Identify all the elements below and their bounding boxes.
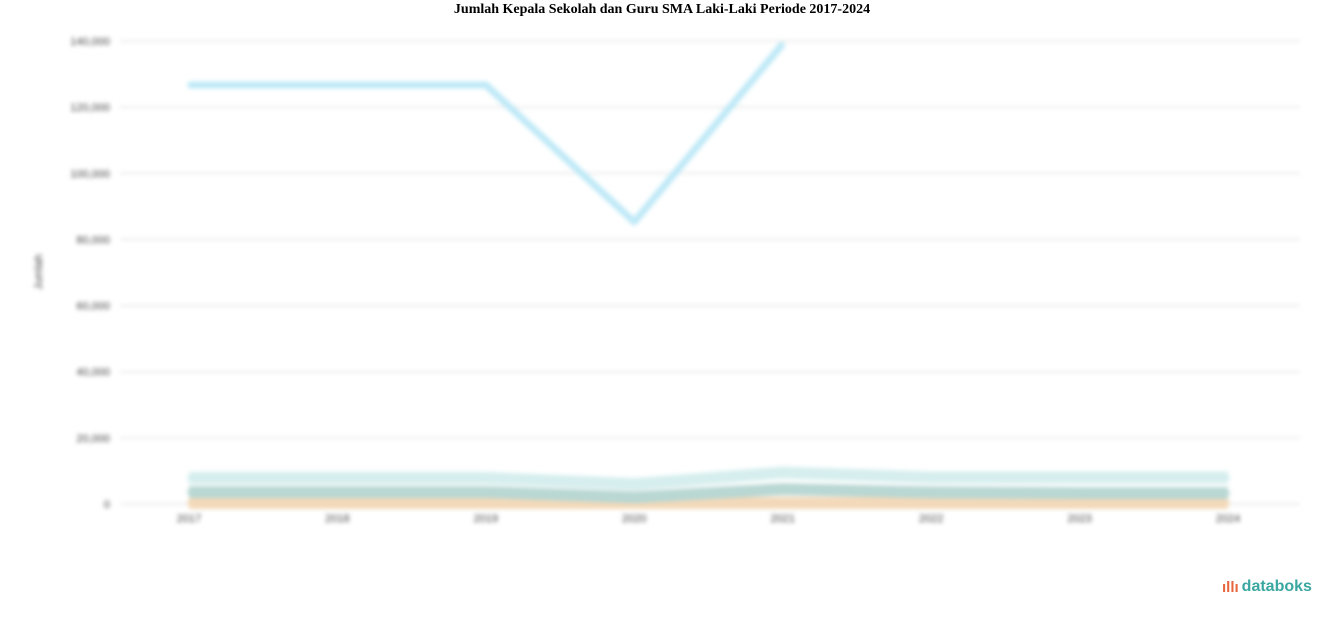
y-tick-label: 140,000 [70, 36, 110, 48]
y-tick-label: 120,000 [70, 102, 110, 114]
data-point [1077, 491, 1082, 496]
y-tick-label: 20,000 [76, 433, 110, 445]
data-point [483, 490, 488, 495]
data-point [483, 82, 488, 87]
data-point [335, 490, 340, 495]
data-point [929, 501, 934, 506]
databoks-logo: ıllı databoks [1222, 578, 1312, 596]
data-point [1226, 501, 1230, 506]
y-tick-label: 0 [104, 499, 110, 511]
data-point [335, 475, 340, 480]
x-tick-label: 2017 [177, 513, 201, 525]
data-point [1077, 475, 1082, 480]
data-point [929, 490, 934, 495]
data-point [187, 501, 191, 506]
data-point [780, 470, 785, 475]
series-line [189, 483, 1228, 504]
series-line [189, 41, 786, 226]
x-tick-label: 2019 [474, 513, 498, 525]
x-tick-label: 2021 [770, 513, 794, 525]
data-point [335, 501, 340, 506]
data-point [1226, 475, 1230, 480]
y-tick-label: 60,000 [76, 301, 110, 313]
databoks-logo-icon: ıllı [1222, 578, 1239, 596]
data-point [632, 219, 637, 224]
chart-title: Jumlah Kepala Sekolah dan Guru SMA Laki-… [453, 2, 871, 17]
data-point [187, 475, 191, 480]
x-tick-label: 2022 [919, 513, 943, 525]
data-point [929, 475, 934, 480]
data-point [187, 490, 191, 495]
data-point [632, 482, 637, 487]
x-tick-label: 2023 [1067, 513, 1091, 525]
logo-text: databoks [1241, 578, 1312, 595]
y-axis-label: Jumlah [33, 254, 45, 289]
x-tick-label: 2024 [1216, 513, 1240, 525]
data-point [780, 501, 785, 506]
data-point [187, 82, 191, 87]
x-tick-label: 2020 [622, 513, 646, 525]
data-point [483, 501, 488, 506]
y-tick-label: 100,000 [70, 168, 110, 180]
y-tick-label: 80,000 [76, 234, 110, 246]
data-point [335, 82, 340, 87]
data-point [632, 495, 637, 500]
x-tick-label: 2018 [325, 513, 349, 525]
data-point [1226, 491, 1230, 496]
data-point [1077, 501, 1082, 506]
data-point [483, 475, 488, 480]
y-tick-label: 40,000 [76, 367, 110, 379]
data-point [780, 41, 785, 46]
series-line [189, 466, 1228, 491]
data-point [780, 487, 785, 492]
